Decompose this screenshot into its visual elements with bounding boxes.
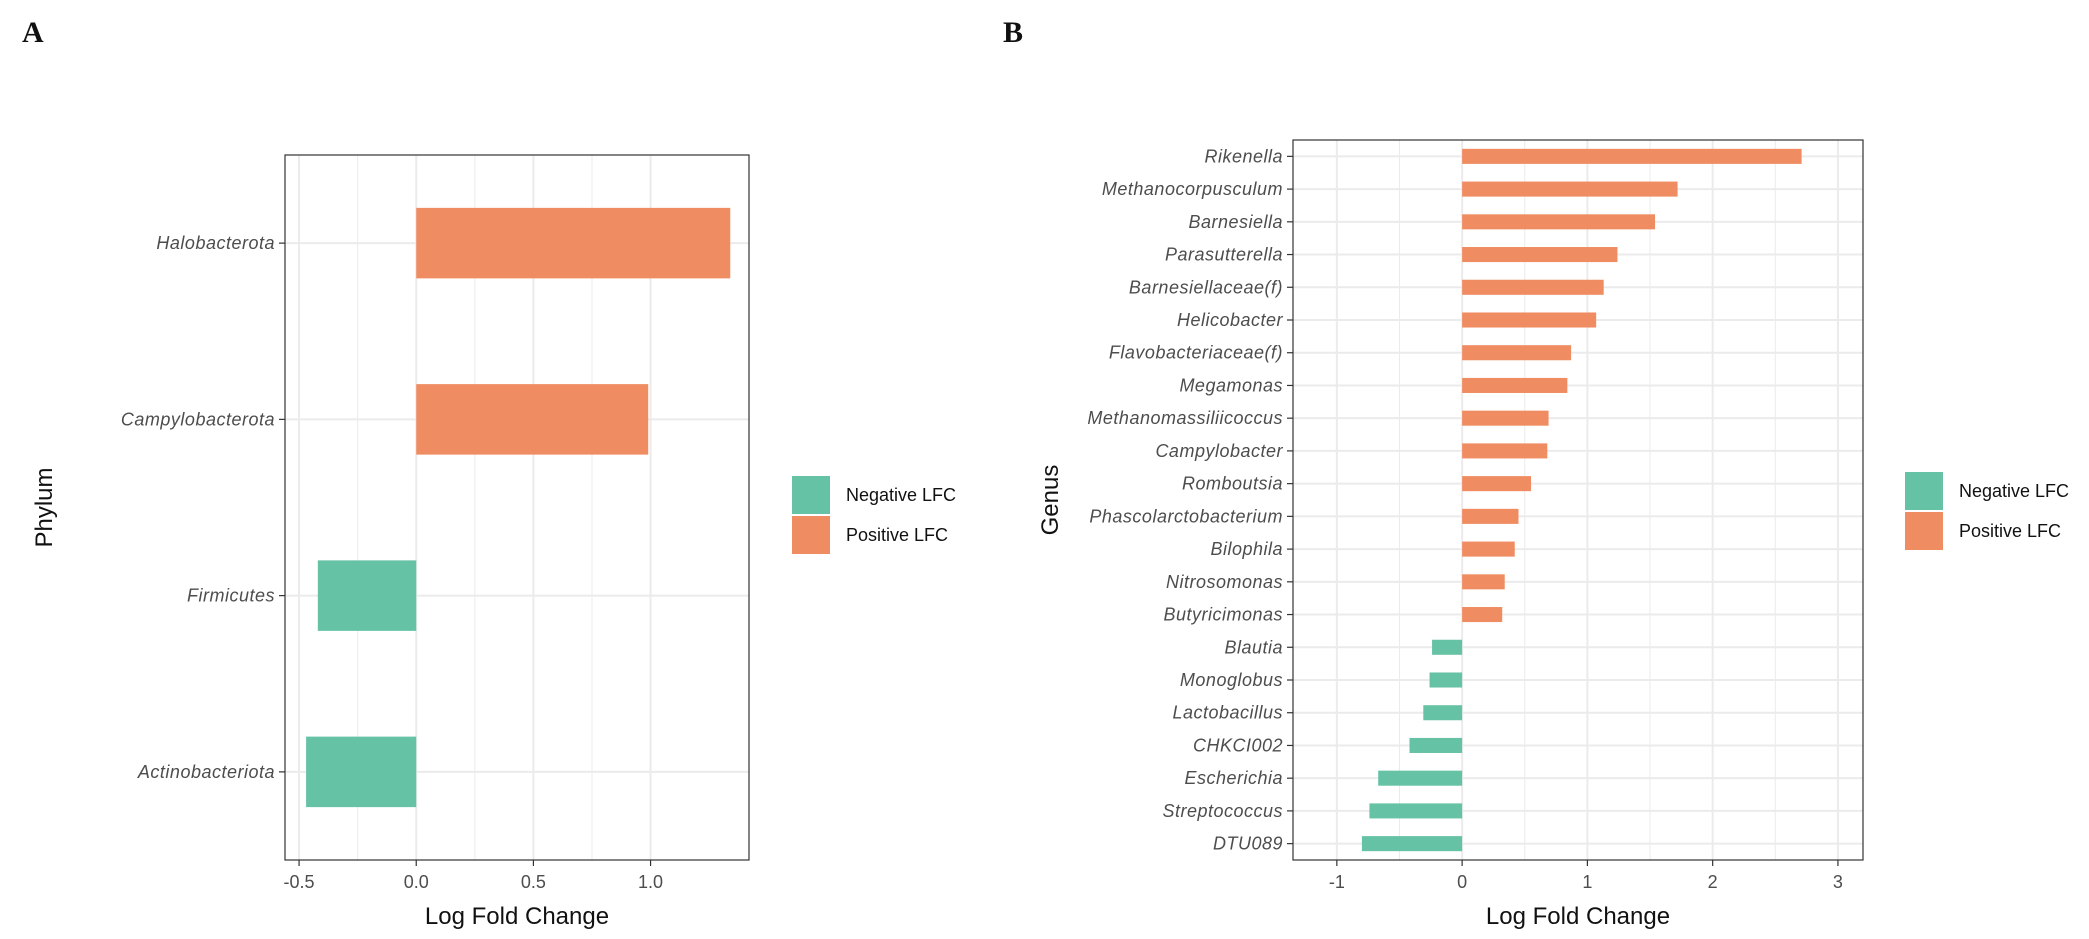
y-tick-label: Rikenella: [1204, 146, 1283, 166]
bar-bilophila: [1462, 541, 1515, 557]
bar-barnesiellaceae-f-: [1462, 279, 1604, 295]
chart-a-phylum: Halobacterota Campylobacterota Firmicutes A…: [31, 154, 956, 930]
bar-chkci002: [1409, 737, 1463, 753]
x-tick-label: 0.5: [521, 872, 546, 892]
chart-b-x-axis-title: Log Fold Change: [1486, 903, 1670, 930]
chart-a-legend-negative-swatch: [792, 476, 830, 514]
chart-b-panel-border: [1292, 139, 1864, 861]
y-tick-label: Firmicutes: [187, 586, 275, 606]
y-tick-label: Megamonas: [1179, 375, 1283, 395]
y-tick-label: Bilophila: [1210, 539, 1283, 559]
y-tick-label: Blautia: [1224, 637, 1283, 657]
y-tick-label: Actinobacteriota: [137, 762, 275, 782]
chart-a-x-axis-title: Log Fold Change: [425, 903, 609, 930]
x-tick-label: 2: [1708, 872, 1718, 892]
bar-phascolarctobacterium: [1462, 508, 1519, 524]
bar-methanomassiliicoccus: [1462, 410, 1549, 426]
y-tick-label: Barnesiellaceae(f): [1129, 277, 1283, 297]
chart-a-y-axis: Halobacterota Campylobacterota Firmicutes A…: [121, 233, 285, 782]
chart-b-legend-negative-label: Negative LFC: [1959, 481, 2069, 501]
y-tick-label: Methanomassiliicoccus: [1087, 408, 1283, 428]
bar-lactobacillus: [1423, 705, 1463, 721]
chart-a-legend-negative-label: Negative LFC: [846, 485, 956, 505]
y-tick-label: Monoglobus: [1180, 670, 1283, 690]
bar-firmicutes: [317, 560, 417, 631]
y-tick-label: Methanocorpusculum: [1102, 179, 1283, 199]
x-tick-label: 1: [1582, 872, 1592, 892]
bar-parasutterella: [1462, 247, 1618, 263]
bar-halobacterota: [416, 207, 731, 279]
y-tick-label: Flavobacteriaceae(f): [1109, 343, 1283, 363]
bar-megamonas: [1462, 377, 1568, 393]
bar-butyricimonas: [1462, 607, 1503, 623]
y-tick-label: CHKCI002: [1193, 735, 1283, 755]
y-tick-label: DTU089: [1213, 834, 1283, 854]
y-tick-label: Escherichia: [1184, 768, 1283, 788]
chart-a-bars: [306, 207, 731, 808]
y-tick-label: Helicobacter: [1177, 310, 1284, 330]
bar-monoglobus: [1429, 672, 1463, 688]
bar-campylobacterota: [416, 384, 649, 455]
bar-dtu089: [1361, 836, 1463, 852]
y-tick-label: Lactobacillus: [1172, 703, 1283, 723]
y-tick-label: Streptococcus: [1162, 801, 1283, 821]
bar-romboutsia: [1462, 476, 1532, 492]
x-tick-label: 0.0: [404, 872, 429, 892]
x-tick-label: 1.0: [638, 872, 663, 892]
y-tick-label: Phascolarctobacterium: [1089, 506, 1283, 526]
bar-actinobacteriota: [306, 736, 417, 808]
chart-b-y-axis-title: Genus: [1037, 465, 1064, 536]
chart-a-legend-positive-swatch: [792, 516, 830, 554]
chart-b-genus: Rikenella Methanocorpusculum Barnesiella Pa…: [1037, 139, 2069, 930]
chart-b-legend: Negative LFC Positive LFC: [1905, 472, 2069, 550]
chart-b-y-axis: Rikenella Methanocorpusculum Barnesiella Pa…: [1087, 146, 1293, 854]
chart-b-legend-negative-swatch: [1905, 472, 1943, 510]
bar-escherichia: [1378, 770, 1463, 786]
bar-barnesiella: [1462, 214, 1656, 230]
y-tick-label: Butyricimonas: [1163, 605, 1283, 625]
panel-label-a: A: [22, 16, 44, 49]
chart-b-legend-positive-swatch: [1905, 512, 1943, 550]
y-tick-label: Campylobacterota: [121, 409, 275, 429]
bar-flavobacteriaceae-f-: [1462, 345, 1572, 361]
chart-b-x-axis: -1 0 1 2 3: [1329, 860, 1843, 892]
bar-rikenella: [1462, 148, 1802, 164]
y-tick-label: Nitrosomonas: [1166, 572, 1283, 592]
y-tick-label: Parasutterella: [1165, 245, 1283, 265]
y-tick-label: Halobacterota: [156, 233, 275, 253]
chart-a-y-axis-title: Phylum: [31, 467, 58, 547]
chart-a-legend: Negative LFC Positive LFC: [792, 476, 956, 554]
y-tick-label: Campylobacter: [1155, 441, 1283, 461]
panel-label-b: B: [1003, 16, 1023, 49]
x-tick-label: -0.5: [284, 872, 315, 892]
bar-campylobacter: [1462, 443, 1548, 459]
chart-b-bars: [1361, 148, 1802, 852]
bar-methanocorpusculum: [1462, 181, 1678, 197]
chart-a-legend-positive-label: Positive LFC: [846, 525, 948, 545]
bar-blautia: [1432, 639, 1463, 655]
chart-a-x-axis: -0.5 0.0 0.5 1.0: [284, 860, 663, 892]
x-tick-label: -1: [1329, 872, 1345, 892]
y-tick-label: Romboutsia: [1182, 474, 1283, 494]
chart-b-legend-positive-label: Positive LFC: [1959, 521, 2061, 541]
bar-nitrosomonas: [1462, 574, 1505, 590]
x-tick-label: 0: [1457, 872, 1467, 892]
x-tick-label: 3: [1833, 872, 1843, 892]
bar-streptococcus: [1369, 803, 1463, 819]
y-tick-label: Barnesiella: [1188, 212, 1283, 232]
chart-a-panel-border: [284, 154, 750, 861]
bar-helicobacter: [1462, 312, 1597, 328]
